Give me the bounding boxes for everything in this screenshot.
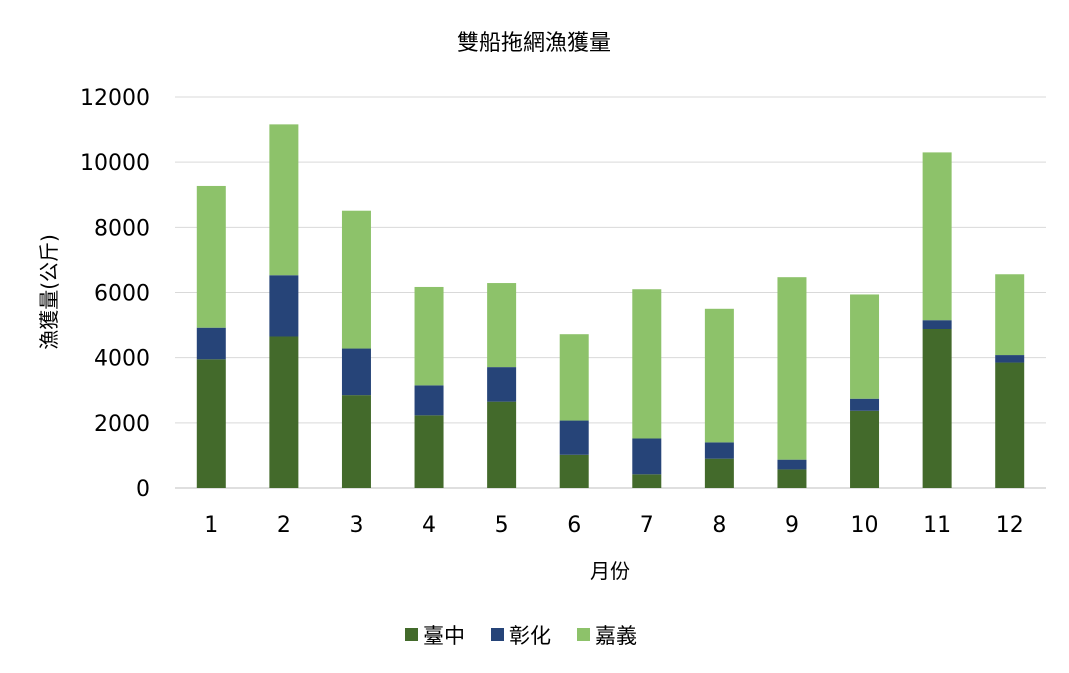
x-tick-label: 12: [996, 513, 1024, 538]
x-tick-label: 6: [567, 513, 581, 538]
bar-segment: [196, 359, 226, 488]
bar-segment: [850, 294, 880, 399]
bar-segment: [487, 283, 517, 368]
bar-segment: [341, 395, 371, 488]
legend-swatch: [577, 628, 590, 641]
bar-segment: [559, 334, 589, 421]
bar-segment: [995, 274, 1025, 356]
bar-segment: [559, 454, 589, 488]
gridlines: [175, 96, 1046, 489]
x-tick-label: 11: [923, 513, 951, 538]
legend-label: 彰化: [509, 624, 551, 648]
y-tick-label: 0: [136, 477, 150, 502]
bar-segment: [704, 308, 734, 443]
y-tick-label: 4000: [94, 347, 150, 372]
bar-segment: [414, 385, 444, 416]
bar-segment: [487, 367, 517, 402]
x-tick-label: 5: [495, 513, 509, 538]
bar-segment: [777, 459, 807, 470]
bar-segment: [559, 420, 589, 455]
bar-segment: [777, 277, 807, 460]
legend: 臺中 彰化 嘉義: [405, 624, 637, 648]
x-tick-label: 4: [422, 513, 436, 538]
legend-label: 臺中: [423, 624, 465, 648]
x-axis-label: 月份: [590, 559, 630, 583]
legend-swatch: [491, 628, 504, 641]
legend-label: 嘉義: [595, 624, 637, 648]
x-axis-tick-labels: 1 2 3 4 5 6 7 8 9 10 11 12: [204, 513, 1023, 538]
bar-segment: [922, 320, 952, 329]
bar-segment: [850, 398, 880, 411]
bar-segment: [341, 210, 371, 349]
bar-segment: [196, 327, 226, 360]
bar-segment: [269, 275, 299, 337]
x-tick-label: 2: [277, 513, 291, 538]
x-tick-label: 7: [640, 513, 654, 538]
bar-segment: [341, 348, 371, 396]
chart-title: 雙船拖網漁獲量: [457, 31, 611, 56]
bar-segment: [850, 410, 880, 488]
bar-segment: [269, 124, 299, 276]
bar-segment: [414, 286, 444, 386]
bar-segment: [922, 328, 952, 488]
y-tick-label: 6000: [94, 282, 150, 307]
bar-segment: [414, 415, 444, 488]
bar-segment: [704, 442, 734, 459]
bar-segment: [777, 469, 807, 488]
bar-segment: [487, 401, 517, 488]
x-tick-label: 9: [785, 513, 799, 538]
y-tick-label: 8000: [94, 216, 150, 241]
y-tick-label: 10000: [80, 151, 150, 176]
legend-swatch: [405, 628, 418, 641]
x-tick-label: 3: [349, 513, 363, 538]
bar-segment: [632, 289, 662, 439]
bar-segment: [995, 355, 1025, 363]
y-tick-label: 12000: [80, 86, 150, 111]
x-tick-label: 10: [851, 513, 879, 538]
y-axis-label: 漁獲量(公斤): [37, 234, 61, 350]
bar-segment: [704, 458, 734, 488]
y-tick-label: 2000: [94, 412, 150, 437]
bar-segment: [922, 152, 952, 321]
y-axis-tick-labels: 0 2000 4000 6000 8000 10000 12000: [80, 86, 150, 502]
bar-segment: [632, 474, 662, 488]
x-tick-label: 1: [204, 513, 218, 538]
bar-segment: [196, 185, 226, 328]
bar-segment: [995, 362, 1025, 488]
bars: [196, 124, 1025, 488]
x-tick-label: 8: [712, 513, 726, 538]
bar-segment: [269, 336, 299, 488]
bar-segment: [632, 438, 662, 475]
